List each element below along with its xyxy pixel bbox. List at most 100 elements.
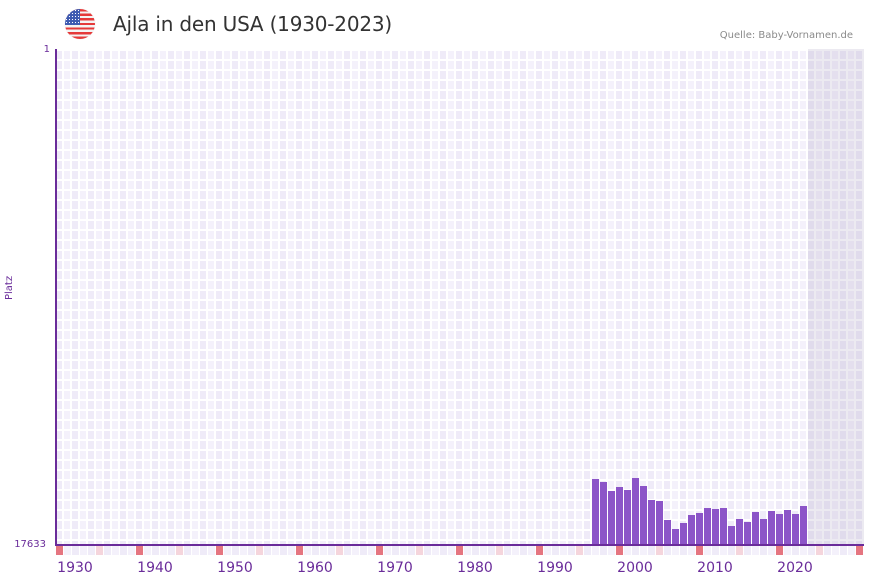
year-marker: [408, 546, 415, 555]
year-marker: [744, 546, 751, 555]
year-marker: [544, 546, 551, 555]
year-marker: [288, 546, 295, 555]
year-marker: [296, 546, 303, 555]
x-tick-1930: 1930: [57, 560, 93, 576]
year-marker: [80, 546, 87, 555]
year-marker: [304, 546, 311, 555]
year-marker: [152, 546, 159, 555]
year-marker: [368, 546, 375, 555]
year-marker: [840, 546, 847, 555]
year-marker: [232, 546, 239, 555]
year-marker: [520, 546, 527, 555]
year-marker: [96, 546, 103, 555]
year-marker: [608, 546, 615, 555]
bar-2000: [632, 478, 639, 545]
year-marker: [784, 546, 791, 555]
y-axis-line: [55, 49, 57, 546]
bar-2015: [752, 512, 759, 545]
year-marker: [616, 546, 623, 555]
year-marker-row: [56, 546, 864, 556]
year-marker: [464, 546, 471, 555]
year-marker: [264, 546, 271, 555]
year-marker: [352, 546, 359, 555]
year-marker: [224, 546, 231, 555]
year-marker: [88, 546, 95, 555]
year-marker: [424, 546, 431, 555]
y-tick-bottom: 17633: [14, 539, 46, 550]
plot-area: [56, 49, 864, 545]
year-marker: [800, 546, 807, 555]
year-marker: [656, 546, 663, 555]
year-marker: [712, 546, 719, 555]
year-marker: [320, 546, 327, 555]
bar-2020: [792, 514, 799, 545]
year-marker: [312, 546, 319, 555]
year-marker: [336, 546, 343, 555]
bar-2013: [736, 518, 743, 545]
year-marker: [560, 546, 567, 555]
bar-2004: [664, 520, 671, 545]
year-marker: [688, 546, 695, 555]
x-axis-line: [55, 544, 864, 546]
year-marker: [400, 546, 407, 555]
year-marker: [768, 546, 775, 555]
bar-1999: [624, 489, 631, 545]
y-axis-label: Platz: [4, 275, 15, 300]
year-marker: [136, 546, 143, 555]
bar-2016: [760, 518, 767, 545]
year-marker: [192, 546, 199, 555]
year-marker: [160, 546, 167, 555]
bar-2019: [784, 510, 791, 545]
year-marker: [816, 546, 823, 555]
year-marker: [568, 546, 575, 555]
year-marker: [256, 546, 263, 555]
year-marker: [216, 546, 223, 555]
year-marker: [696, 546, 703, 555]
year-marker: [72, 546, 79, 555]
year-marker: [112, 546, 119, 555]
x-tick-1980: 1980: [457, 560, 493, 576]
bar-2002: [648, 500, 655, 545]
year-marker: [624, 546, 631, 555]
year-marker: [240, 546, 247, 555]
year-marker: [168, 546, 175, 555]
year-marker: [184, 546, 191, 555]
chart-header: Ajla in den USA (1930-2023) Quelle: Baby…: [0, 0, 873, 46]
year-marker: [856, 546, 863, 555]
grid: [56, 51, 862, 545]
year-marker: [480, 546, 487, 555]
year-marker: [488, 546, 495, 555]
year-marker: [672, 546, 679, 555]
year-marker: [208, 546, 215, 555]
year-marker: [528, 546, 535, 555]
bar-2005: [672, 529, 679, 545]
year-marker: [704, 546, 711, 555]
bar-2010: [712, 509, 719, 545]
us-flag-icon: [65, 9, 95, 39]
year-marker: [536, 546, 543, 555]
year-marker: [376, 546, 383, 555]
bar-1995: [592, 479, 599, 545]
source-credit: Quelle: Baby-Vornamen.de: [719, 30, 853, 41]
bar-2021: [800, 505, 807, 545]
year-marker: [792, 546, 799, 555]
year-marker: [832, 546, 839, 555]
year-marker: [56, 546, 63, 555]
year-marker: [128, 546, 135, 555]
bar-2009: [704, 507, 711, 545]
year-marker: [808, 546, 815, 555]
year-marker: [416, 546, 423, 555]
year-marker: [720, 546, 727, 555]
year-marker: [592, 546, 599, 555]
year-marker: [736, 546, 743, 555]
bar-2018: [776, 514, 783, 545]
year-marker: [248, 546, 255, 555]
year-marker: [344, 546, 351, 555]
year-marker: [144, 546, 151, 555]
year-marker: [120, 546, 127, 555]
year-marker: [664, 546, 671, 555]
chart-title: Ajla in den USA (1930-2023): [113, 12, 392, 36]
bar-1996: [600, 482, 607, 545]
year-marker: [456, 546, 463, 555]
bar-2007: [688, 515, 695, 545]
